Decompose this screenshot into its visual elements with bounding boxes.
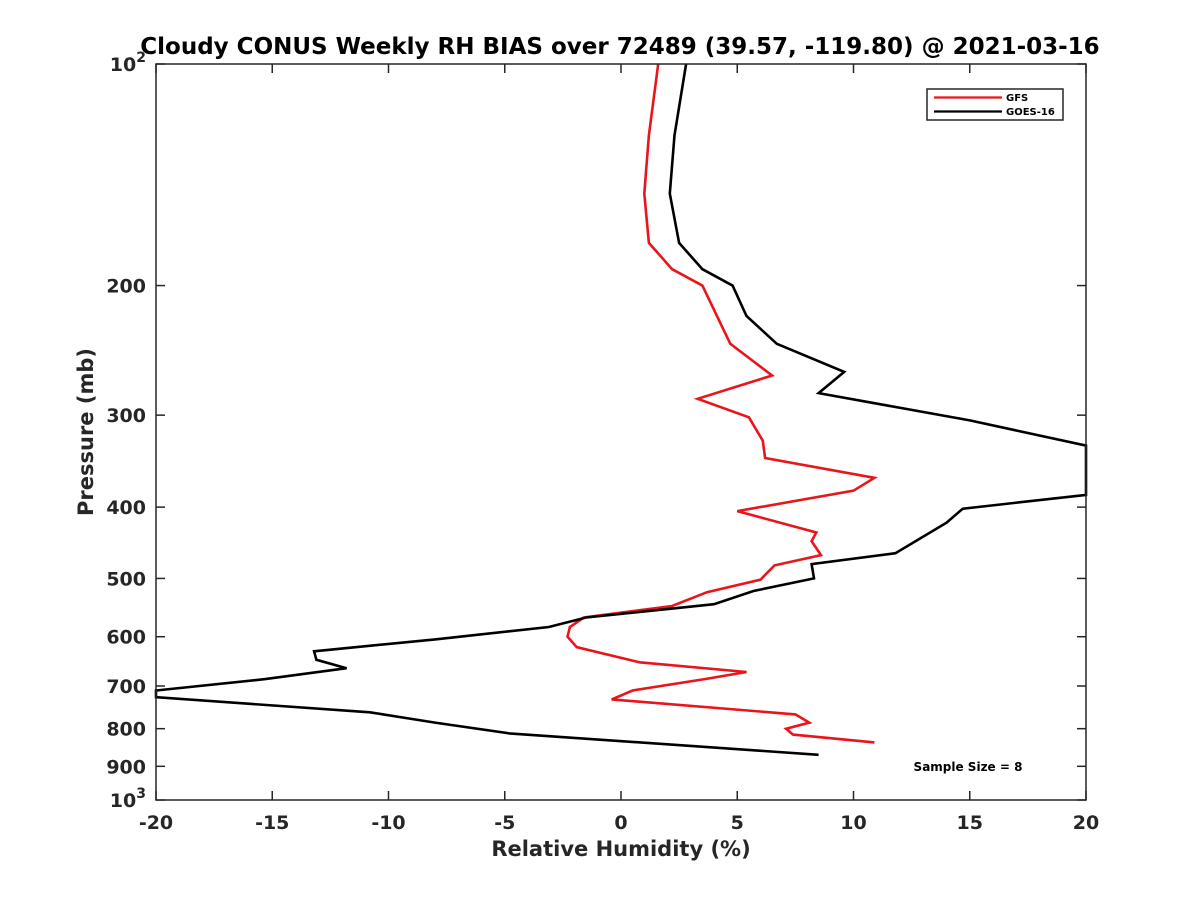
- plot-frame: [155, 63, 1087, 801]
- legend-label-goes16: GOES-16: [1006, 107, 1055, 118]
- y-tick-label: 102: [110, 50, 146, 76]
- chart-title: Cloudy CONUS Weekly RH BIAS over 72489 (…: [140, 34, 1099, 60]
- y-tick-label: 600: [106, 627, 146, 649]
- legend-label-gfs: GFS: [1006, 93, 1028, 104]
- y-tick-label: 400: [106, 497, 146, 519]
- y-tick-label: 500: [106, 568, 146, 590]
- x-tick-label: -10: [371, 812, 405, 834]
- x-tick-label: 5: [731, 812, 744, 834]
- y-tick-label: 800: [106, 719, 146, 741]
- legend-box: [926, 88, 1064, 121]
- y-tick-label: 900: [106, 756, 146, 778]
- series-line-gfs: [566, 63, 878, 744]
- y-axis: 102 200 300 400 500 600 700 800 900 103: [106, 50, 1086, 812]
- x-tick-label: 10: [840, 812, 866, 834]
- series-layer: [154, 63, 1088, 757]
- x-tick-label: -15: [255, 812, 289, 834]
- y-tick-label: 700: [106, 676, 146, 698]
- sample-size-annotation: Sample Size = 8: [914, 760, 1023, 774]
- legend: GFS GOES-16: [926, 88, 1064, 121]
- x-axis: -20 -15 -10 -5 0 5 10 15 20: [139, 64, 1099, 834]
- x-tick-label: 15: [957, 812, 983, 834]
- series-line-goes16: [154, 63, 1088, 757]
- x-tick-label: -5: [494, 812, 515, 834]
- y-axis-label: Pressure (mb): [74, 348, 98, 516]
- x-tick-label: -20: [139, 812, 173, 834]
- x-tick-label: 20: [1073, 812, 1099, 834]
- x-axis-label: Relative Humidity (%): [491, 837, 750, 861]
- y-tick-label: 103: [110, 786, 146, 812]
- y-tick-label: 200: [106, 276, 146, 298]
- x-tick-label: 0: [614, 812, 627, 834]
- y-tick-label: 300: [106, 405, 146, 427]
